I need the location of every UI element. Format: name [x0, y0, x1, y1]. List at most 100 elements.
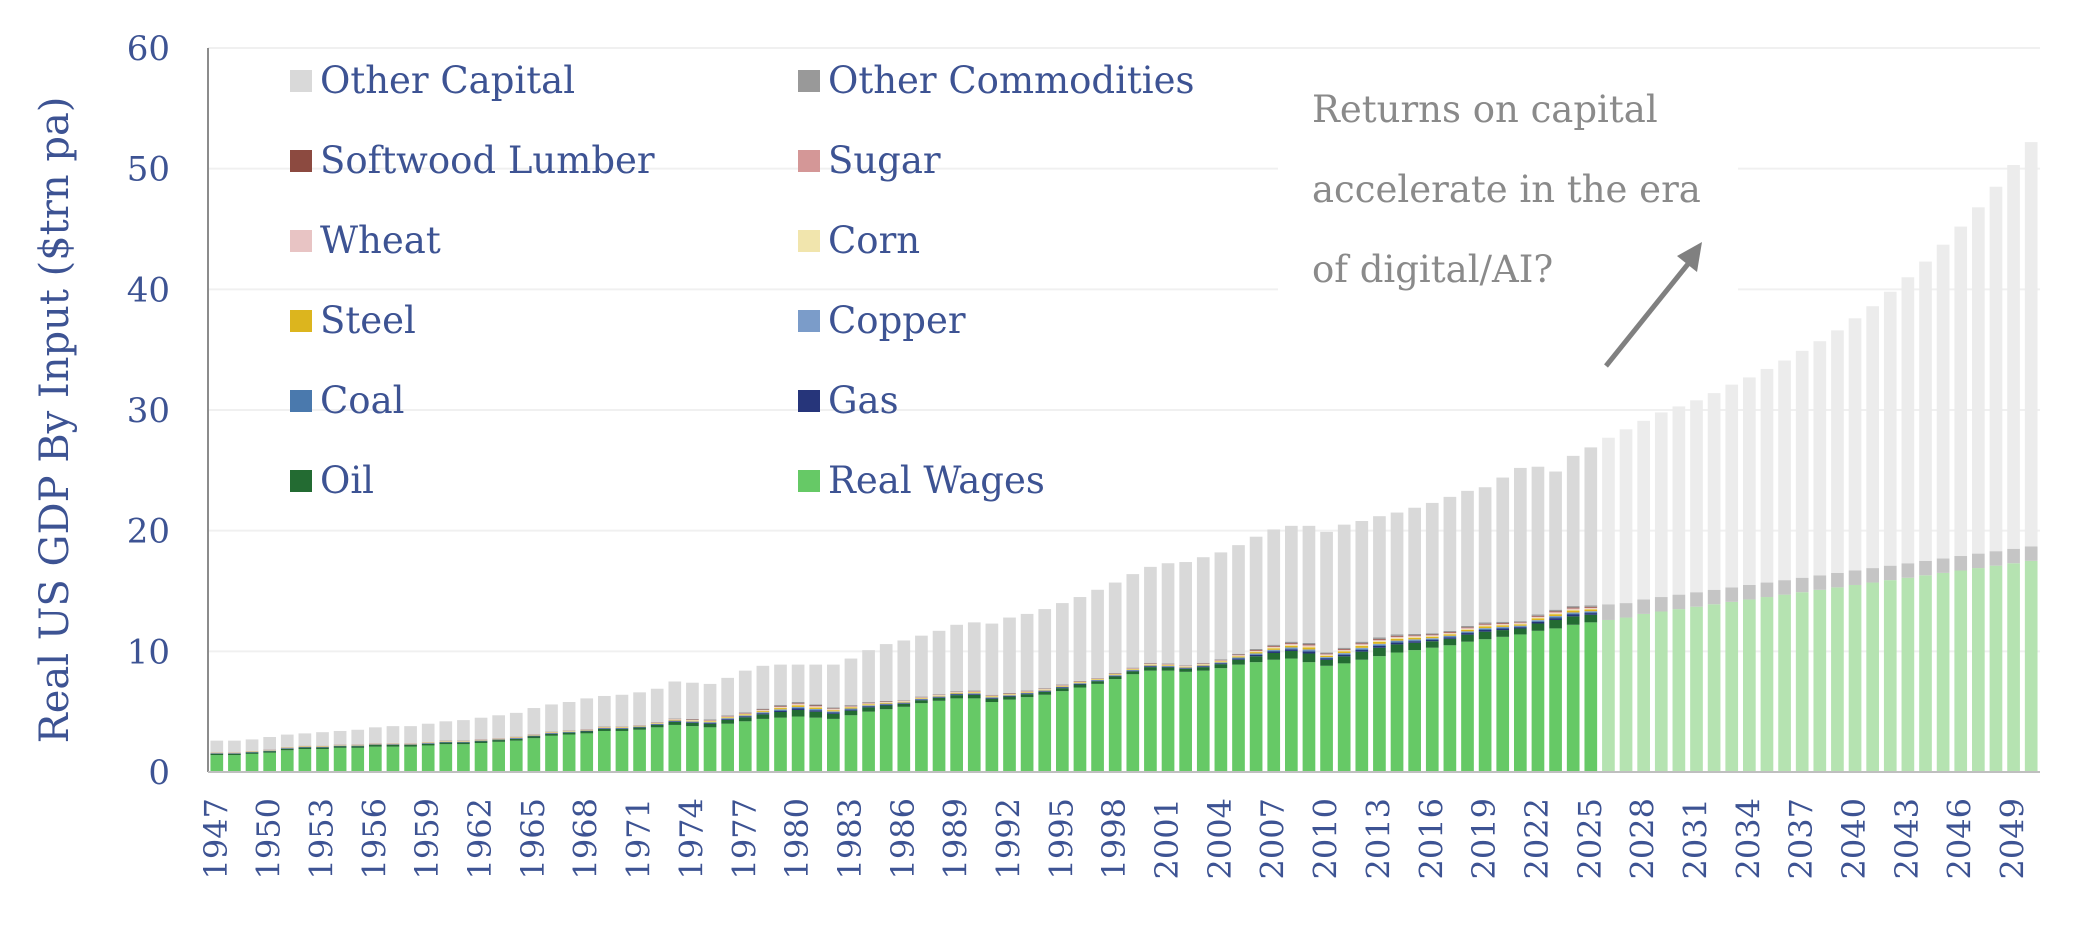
- bar-coal: [1514, 626, 1527, 628]
- bar-coal: [1214, 662, 1228, 664]
- bar-other-capital: [738, 670, 752, 713]
- bar-other-capital: [1496, 477, 1510, 622]
- bar-real-wages: [457, 744, 470, 772]
- bar-other-commodities: [1214, 659, 1228, 660]
- y-tick-label: 0: [148, 753, 170, 793]
- bar-real-wages: [615, 730, 629, 772]
- annotation-text: Returns on capital: [1312, 88, 1658, 131]
- bar-sugar: [1302, 645, 1316, 646]
- legend-swatch: [798, 150, 820, 172]
- bar-other-commodities: [1390, 634, 1404, 636]
- bar-gas: [1073, 683, 1087, 685]
- x-tick-label: 1965: [514, 798, 552, 879]
- bar-real-wages: [1901, 577, 1915, 772]
- x-tick-label: 2046: [1941, 798, 1979, 879]
- y-tick-label: 50: [127, 150, 170, 190]
- bar-steel: [1073, 682, 1087, 684]
- x-tick-label: 1980: [778, 798, 816, 879]
- bar-gas: [791, 708, 805, 710]
- bar-other-capital: [1707, 393, 1721, 590]
- bar-coal: [1249, 654, 1263, 655]
- bar-other-capital: [1813, 341, 1827, 576]
- bar-other-commodities: [915, 696, 928, 698]
- bar-wheat: [774, 706, 787, 708]
- bar-steel: [985, 696, 999, 698]
- bar-real-wages: [1337, 663, 1351, 772]
- bar-real-wages: [1637, 613, 1650, 772]
- bar-real-wages: [1144, 670, 1157, 772]
- x-tick-label: 2016: [1412, 798, 1450, 879]
- bar-other-capital: [1619, 429, 1633, 604]
- bar-gas: [1443, 637, 1457, 639]
- bar-real-wages: [633, 729, 646, 772]
- bar-softwood-lumber: [1566, 607, 1580, 609]
- bar-real-wages: [791, 716, 805, 772]
- bar-oil: [1373, 647, 1386, 657]
- bar-real-wages: [897, 706, 911, 772]
- bar-real-wages: [1038, 694, 1052, 772]
- bar-other-commodities: [827, 707, 840, 709]
- bar-gas: [1302, 651, 1316, 654]
- bar-real-wages: [1778, 594, 1791, 772]
- bar-gas: [1214, 663, 1228, 665]
- bar-real-wages: [1091, 683, 1104, 772]
- bar-steel: [1267, 648, 1281, 650]
- bar-other-capital: [404, 726, 417, 744]
- y-tick-label: 10: [127, 632, 170, 672]
- bar-steel: [738, 714, 752, 716]
- bar-other-capital: [668, 681, 682, 719]
- bar-other-capital: [1690, 400, 1703, 593]
- legend-label: Coal: [320, 379, 404, 422]
- bar-copper: [1320, 657, 1333, 658]
- bar-steel: [1108, 674, 1122, 676]
- bar-oil: [1320, 659, 1333, 666]
- legend-item: Wheat: [290, 219, 441, 262]
- bar-oil: [263, 751, 276, 753]
- bar-steel: [1531, 618, 1545, 621]
- bar-steel: [915, 698, 928, 699]
- bar-coal: [1461, 632, 1474, 634]
- bar-coal: [1443, 636, 1457, 638]
- bar-gas: [1232, 658, 1245, 660]
- bar-real-wages: [1549, 628, 1562, 772]
- bar-other-capital: [369, 727, 382, 744]
- bar-gas: [1425, 639, 1439, 642]
- bar-coal: [791, 707, 805, 709]
- legend-label: Other Commodities: [828, 59, 1195, 102]
- bar-other-capital: [1408, 507, 1421, 634]
- bar-copper: [1531, 620, 1545, 621]
- bar-real-wages: [1690, 606, 1703, 772]
- legend-swatch: [798, 470, 820, 492]
- bar-other-commodities: [1531, 614, 1545, 616]
- bar-other-capital: [1003, 617, 1016, 693]
- bar-real-wages: [1478, 639, 1492, 772]
- bar-steel: [1038, 689, 1052, 691]
- bar-gas: [932, 697, 946, 698]
- bar-oil: [967, 694, 981, 699]
- bar-other-capital: [650, 688, 664, 722]
- bar-real-wages: [1003, 699, 1016, 772]
- bar-coal: [809, 709, 823, 711]
- bar-softwood-lumber: [1478, 623, 1492, 625]
- bar-real-wages: [1831, 587, 1844, 772]
- bar-other-capital: [1038, 609, 1052, 689]
- legend-label: Oil: [320, 459, 374, 502]
- bar-other-capital: [1549, 471, 1562, 610]
- bar-gas: [967, 694, 981, 695]
- bar-copper: [1232, 657, 1245, 658]
- bar-steel: [1425, 636, 1439, 639]
- bar-sugar: [1549, 611, 1562, 613]
- bar-corn: [1461, 628, 1474, 630]
- bar-other-commodities: [1478, 622, 1492, 624]
- bar-other-commodities: [1249, 648, 1263, 650]
- bar-copper: [1443, 635, 1457, 637]
- bar-steel: [1355, 646, 1369, 648]
- bar-oil: [774, 712, 787, 718]
- bar-real-wages: [1602, 619, 1615, 772]
- bar-other-commodities: [721, 715, 734, 716]
- annotation-backdrop: [1278, 66, 1738, 296]
- bar-other-commodities: [1443, 630, 1457, 632]
- bar-other-commodities: [1355, 641, 1369, 644]
- bar-oil: [1091, 681, 1104, 684]
- bar-oil: [615, 728, 629, 731]
